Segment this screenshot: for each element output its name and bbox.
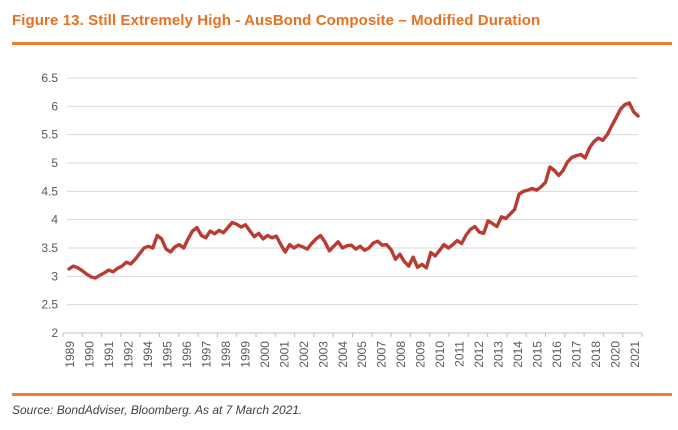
x-tick-label: 1992 xyxy=(121,341,135,368)
x-tick-label: 2003 xyxy=(316,341,330,368)
x-tick-label: 1999 xyxy=(238,341,252,368)
y-tick-label: 6.5 xyxy=(41,71,58,85)
y-tick-label: 3.5 xyxy=(41,241,58,255)
gridlines xyxy=(67,77,638,334)
x-tick-label: 2005 xyxy=(355,341,369,368)
x-tick-label: 1996 xyxy=(180,341,194,368)
y-tick-label: 5.5 xyxy=(41,128,58,142)
y-tick-label: 3 xyxy=(51,269,58,283)
x-tick-label: 2001 xyxy=(277,341,291,368)
x-tick-label: 1998 xyxy=(219,341,233,368)
figure-title: Figure 13. Still Extremely High - AusBon… xyxy=(12,12,541,29)
series-line-modified-duration xyxy=(67,101,640,280)
x-tick-label: 2004 xyxy=(336,341,350,368)
x-tick-label: 2014 xyxy=(511,341,525,368)
x-tick-label: 2021 xyxy=(628,341,642,368)
y-tick-label: 6 xyxy=(51,99,58,113)
x-tick-label: 2007 xyxy=(375,341,389,368)
x-tick-label: 1994 xyxy=(141,341,155,368)
x-tick-label: 1995 xyxy=(160,341,174,368)
x-tick-label: 2000 xyxy=(258,341,272,368)
y-tick-label: 2.5 xyxy=(41,298,58,312)
x-axis-labels: 1989 1990 1991 1992 1994 1995 1996 1997 1998 1999… xyxy=(63,341,642,368)
x-tick-label: 2009 xyxy=(414,341,428,368)
x-tick-label: 2008 xyxy=(394,341,408,368)
x-tick-label: 2010 xyxy=(433,341,447,368)
x-tick-label: 2016 xyxy=(550,341,564,368)
x-tick-label: 2002 xyxy=(297,341,311,368)
x-tick-label: 2011 xyxy=(453,341,467,367)
x-tick-label: 1991 xyxy=(102,341,116,368)
x-tick-label: 1990 xyxy=(82,341,96,368)
y-tick-label: 4.5 xyxy=(41,184,58,198)
x-tick-label: 1997 xyxy=(199,341,213,368)
x-tick-label: 2017 xyxy=(570,341,584,368)
source-note: Source: BondAdviser, Bloomberg. As at 7 … xyxy=(12,403,303,417)
y-tick-label: 2 xyxy=(51,326,58,340)
x-tick-label: 2013 xyxy=(492,341,506,368)
x-axis xyxy=(62,332,643,337)
x-tick-label: 2018 xyxy=(589,341,603,368)
x-tick-label: 2020 xyxy=(609,341,623,368)
x-tick-label: 2012 xyxy=(472,341,486,368)
y-tick-label: 5 xyxy=(51,156,58,170)
title-divider-rule xyxy=(12,42,672,45)
y-axis-labels: 2 2.5 3 3.5 4 4.5 5 5.5 6 6.5 xyxy=(41,71,58,340)
chart-svg: 2 2.5 3 3.5 4 4.5 5 5.5 6 6.5 1989 1990 1991 1992 1994… xyxy=(41,71,643,368)
y-tick-label: 4 xyxy=(51,213,58,227)
footer-divider-rule xyxy=(12,393,672,396)
x-tick-label: 1989 xyxy=(63,341,77,368)
x-tick-label: 2015 xyxy=(531,341,545,368)
